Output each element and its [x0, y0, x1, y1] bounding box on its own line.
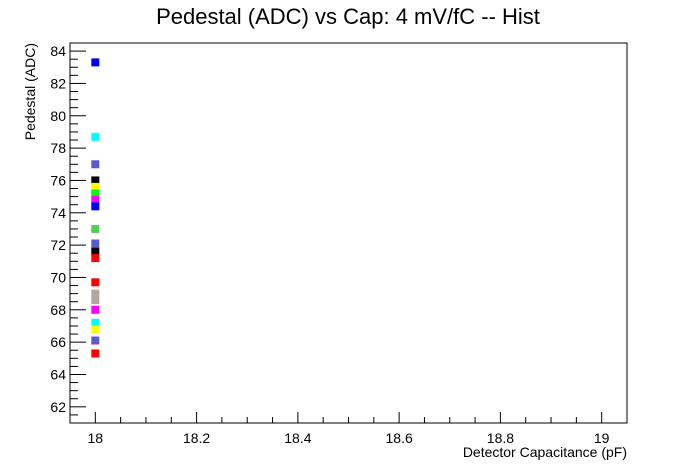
- data-point: [91, 132, 100, 141]
- data-point: [91, 278, 100, 287]
- x-tick-label: 18.4: [284, 430, 311, 446]
- x-tick-label: 18.2: [183, 430, 210, 446]
- data-point: [91, 182, 100, 191]
- x-axis-label: Detector Capacitance (pF): [463, 444, 627, 460]
- data-point: [91, 247, 100, 256]
- y-tick-label: 78: [50, 140, 66, 156]
- y-tick-label: 66: [50, 334, 66, 350]
- data-point: [91, 254, 100, 263]
- data-point: [91, 336, 100, 345]
- data-point: [91, 305, 100, 314]
- data-point: [91, 349, 100, 358]
- x-tick-label: 18.6: [386, 430, 413, 446]
- data-point: [91, 224, 100, 233]
- data-point: [91, 189, 100, 198]
- plot-frame: [69, 42, 628, 424]
- data-point: [91, 289, 100, 298]
- y-axis-label: Pedestal (ADC): [22, 43, 38, 140]
- y-tick-label: 62: [50, 399, 66, 415]
- data-point: [91, 195, 100, 204]
- y-tick-label: 70: [50, 269, 66, 285]
- y-tick-label: 68: [50, 302, 66, 318]
- y-tick-label: 74: [50, 205, 66, 221]
- x-tick-label: 18.8: [487, 430, 514, 446]
- x-tick-label: 18: [88, 430, 104, 446]
- data-point: [91, 202, 100, 211]
- data-point: [91, 318, 100, 327]
- x-tick-label: 19: [594, 430, 610, 446]
- y-tick-label: 76: [50, 172, 66, 188]
- data-point: [91, 325, 100, 334]
- data-points: [91, 58, 100, 358]
- data-point: [91, 239, 100, 248]
- data-point: [91, 296, 100, 305]
- y-tick-label: 82: [50, 75, 66, 91]
- y-tick-label: 84: [50, 43, 66, 59]
- y-tick-label: 64: [50, 366, 66, 382]
- data-point: [91, 58, 100, 67]
- chart-title: Pedestal (ADC) vs Cap: 4 mV/fC -- Hist: [156, 4, 540, 29]
- axis-ticks: 18 18.2 18.4 18.6 18.8 19 62 64 66 68 70 72 74 76 78 80…: [50, 42, 628, 446]
- data-point: [91, 160, 100, 169]
- plot-area: [69, 42, 628, 424]
- y-tick-label: 72: [50, 237, 66, 253]
- data-point: [91, 176, 100, 185]
- y-tick-label: 80: [50, 108, 66, 124]
